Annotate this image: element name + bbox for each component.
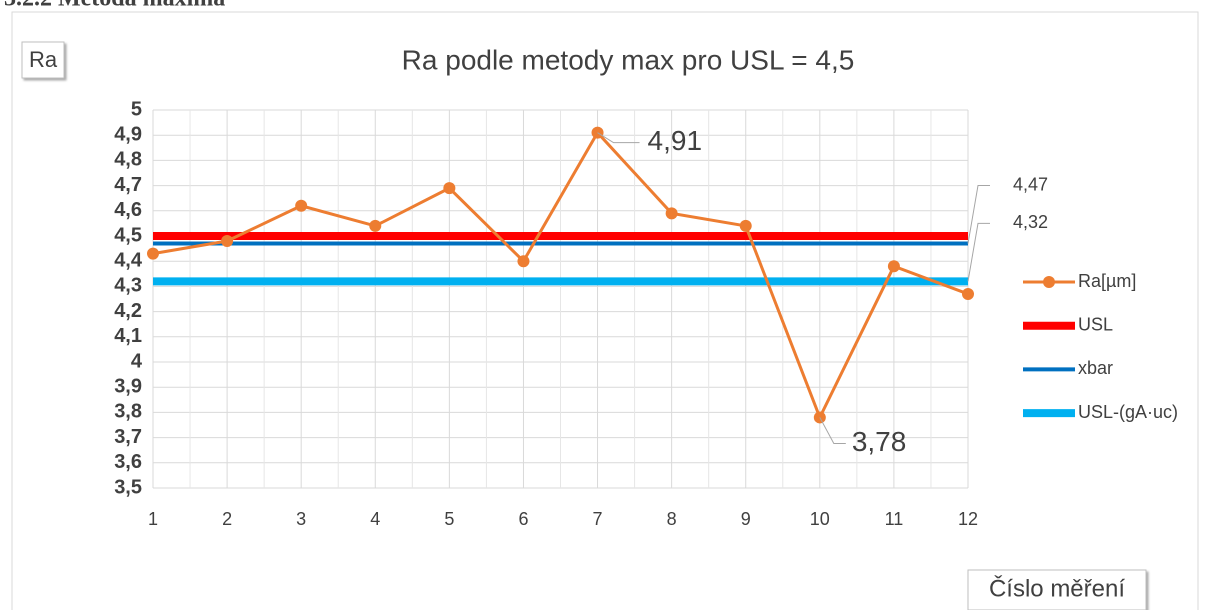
legend-label: Ra[µm] (1078, 271, 1136, 291)
y-tick-label: 4,7 (114, 174, 142, 196)
y-tick-label: 3,8 (114, 401, 142, 423)
legend-label: USL (1078, 314, 1113, 334)
y-tick-label: 4,8 (114, 149, 142, 171)
x-tick-label: 6 (518, 509, 528, 529)
point (665, 207, 678, 220)
y-label-box (21, 41, 65, 79)
point (147, 247, 159, 260)
legend-marker (1043, 276, 1055, 288)
chart-title: Ra podle metody max pro USL = 4,5 (402, 44, 855, 75)
y-tick-label: 4,9 (114, 123, 142, 145)
y-tick-label: 4,6 (114, 199, 142, 221)
point (295, 199, 308, 212)
x-tick-label: 7 (593, 509, 603, 529)
x-axis-label: Číslo měření (989, 574, 1125, 602)
leader-line (967, 222, 990, 282)
y-axis-label: Ra (29, 47, 58, 72)
y-tick-label: 4,2 (114, 300, 142, 322)
point (369, 219, 382, 232)
point (962, 287, 974, 300)
point (887, 260, 900, 273)
x-tick-label: 2 (222, 509, 232, 529)
x-tick-label: 11 (885, 509, 904, 529)
legend-label: xbar (1078, 358, 1113, 378)
data-label: 4,47 (1013, 174, 1048, 194)
data-label: 4,91 (648, 125, 703, 156)
y-tick-label: 4 (131, 350, 143, 372)
chart-border (11, 11, 1199, 610)
y-tick-label: 3,7 (114, 426, 142, 448)
y-tick-label: 4,4 (114, 249, 143, 271)
x-tick-label: 3 (296, 509, 306, 529)
y-tick-label: 4,3 (114, 275, 142, 297)
y-tick-label: 3,5 (114, 476, 142, 498)
legend-label: USL-(gA·uc) (1078, 402, 1178, 422)
leader-line (597, 132, 640, 144)
point (739, 219, 752, 232)
data-label: 4,32 (1013, 212, 1048, 232)
point (221, 235, 234, 248)
y-tick-label: 3,9 (114, 375, 142, 397)
x-tick-label: 4 (370, 509, 380, 529)
y-tick-label: 4,1 (114, 325, 142, 347)
x-tick-label: 10 (810, 509, 830, 529)
x-label-box (967, 569, 1147, 610)
x-tick-label: 12 (958, 509, 978, 529)
series-line (152, 130, 969, 422)
x-tick-label: 1 (148, 509, 158, 529)
y-tick-label: 4,5 (114, 224, 142, 246)
x-tick-label: 8 (667, 509, 677, 529)
point (517, 255, 530, 268)
heading: 3.2.2 Metoda maxima (4, 0, 225, 12)
data-label: 3,78 (852, 426, 907, 457)
leader-line (967, 185, 990, 244)
point (443, 182, 456, 195)
y-tick-label: 5 (131, 98, 142, 120)
y-tick-label: 3,6 (114, 451, 142, 473)
leader-line (819, 417, 846, 444)
x-tick-label: 5 (444, 509, 454, 529)
x-tick-label: 9 (741, 509, 751, 529)
